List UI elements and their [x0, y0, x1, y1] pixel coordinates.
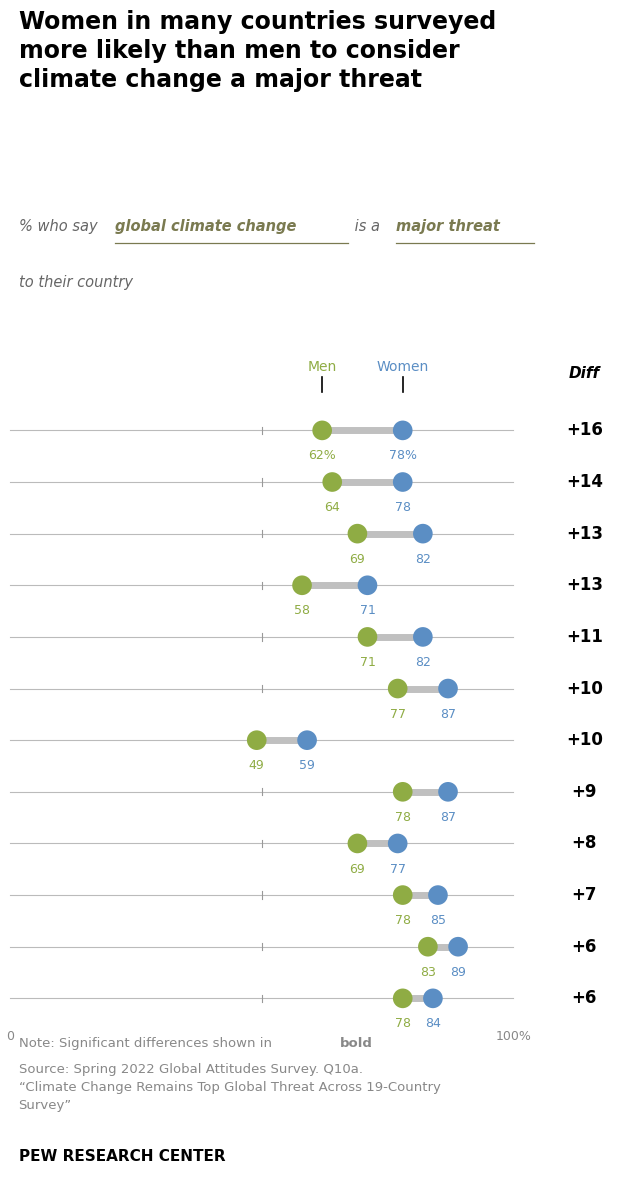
Text: % who say: % who say: [19, 219, 102, 234]
Text: 64: 64: [324, 501, 340, 514]
Text: +14: +14: [566, 474, 603, 491]
Text: to their country: to their country: [19, 275, 133, 290]
Point: [418, 628, 428, 646]
Text: 87: 87: [440, 811, 456, 824]
Point: [352, 834, 362, 852]
Point: [443, 680, 453, 699]
Point: [297, 575, 307, 594]
Point: [398, 472, 408, 491]
Text: 59: 59: [299, 759, 315, 772]
Text: is a: is a: [350, 219, 385, 234]
Point: [443, 783, 453, 802]
Text: Diff: Diff: [569, 366, 600, 381]
Text: 58: 58: [294, 604, 310, 617]
Text: 78: 78: [395, 914, 410, 927]
Text: 89: 89: [450, 966, 466, 979]
Text: global climate change: global climate change: [115, 219, 296, 234]
Point: [352, 525, 362, 543]
Text: +10: +10: [566, 680, 603, 697]
Text: 69: 69: [350, 863, 365, 875]
Point: [392, 834, 402, 852]
Text: major threat: major threat: [396, 219, 500, 234]
Text: +7: +7: [572, 886, 597, 905]
Text: 83: 83: [420, 966, 436, 979]
Point: [302, 731, 312, 749]
Text: 69: 69: [350, 553, 365, 566]
Text: +11: +11: [566, 628, 603, 646]
Point: [392, 680, 402, 699]
Text: +13: +13: [566, 577, 603, 594]
Point: [398, 989, 408, 1008]
Point: [398, 886, 408, 905]
Text: 77: 77: [390, 708, 405, 721]
Point: [252, 731, 262, 749]
Point: [423, 938, 433, 957]
Text: +13: +13: [566, 525, 603, 542]
Text: 78: 78: [395, 501, 410, 514]
Point: [317, 420, 327, 439]
Text: 85: 85: [430, 914, 446, 927]
Text: +8: +8: [572, 835, 597, 852]
Text: 84: 84: [425, 1017, 441, 1030]
Text: 78: 78: [395, 1017, 410, 1030]
Text: Women: Women: [376, 360, 429, 374]
Text: PEW RESEARCH CENTER: PEW RESEARCH CENTER: [19, 1148, 225, 1164]
Point: [428, 989, 438, 1008]
Text: 62%: 62%: [308, 450, 336, 463]
Text: 82: 82: [415, 553, 431, 566]
Point: [363, 628, 373, 646]
Text: Men: Men: [308, 360, 337, 374]
Point: [398, 783, 408, 802]
Point: [363, 575, 373, 594]
Text: 71: 71: [360, 604, 376, 617]
Point: [453, 938, 463, 957]
Text: +16: +16: [566, 422, 603, 439]
Text: Note: Significant differences shown in: Note: Significant differences shown in: [19, 1037, 276, 1050]
Text: 78%: 78%: [389, 450, 417, 463]
Point: [433, 886, 443, 905]
Text: 82: 82: [415, 656, 431, 669]
Text: 77: 77: [390, 863, 405, 875]
Text: 49: 49: [249, 759, 265, 772]
Text: +9: +9: [572, 783, 597, 800]
Text: Source: Spring 2022 Global Attitudes Survey. Q10a.
“Climate Change Remains Top G: Source: Spring 2022 Global Attitudes Sur…: [19, 1062, 440, 1112]
Text: +10: +10: [566, 732, 603, 749]
Text: +6: +6: [572, 990, 597, 1008]
Text: 78: 78: [395, 811, 410, 824]
Text: .: .: [368, 1037, 372, 1050]
Point: [418, 525, 428, 543]
Text: 87: 87: [440, 708, 456, 721]
Point: [327, 472, 337, 491]
Text: +6: +6: [572, 938, 597, 955]
Text: 71: 71: [360, 656, 376, 669]
Point: [398, 420, 408, 439]
Text: bold: bold: [340, 1037, 373, 1050]
Text: Women in many countries surveyed
more likely than men to consider
climate change: Women in many countries surveyed more li…: [19, 11, 496, 91]
